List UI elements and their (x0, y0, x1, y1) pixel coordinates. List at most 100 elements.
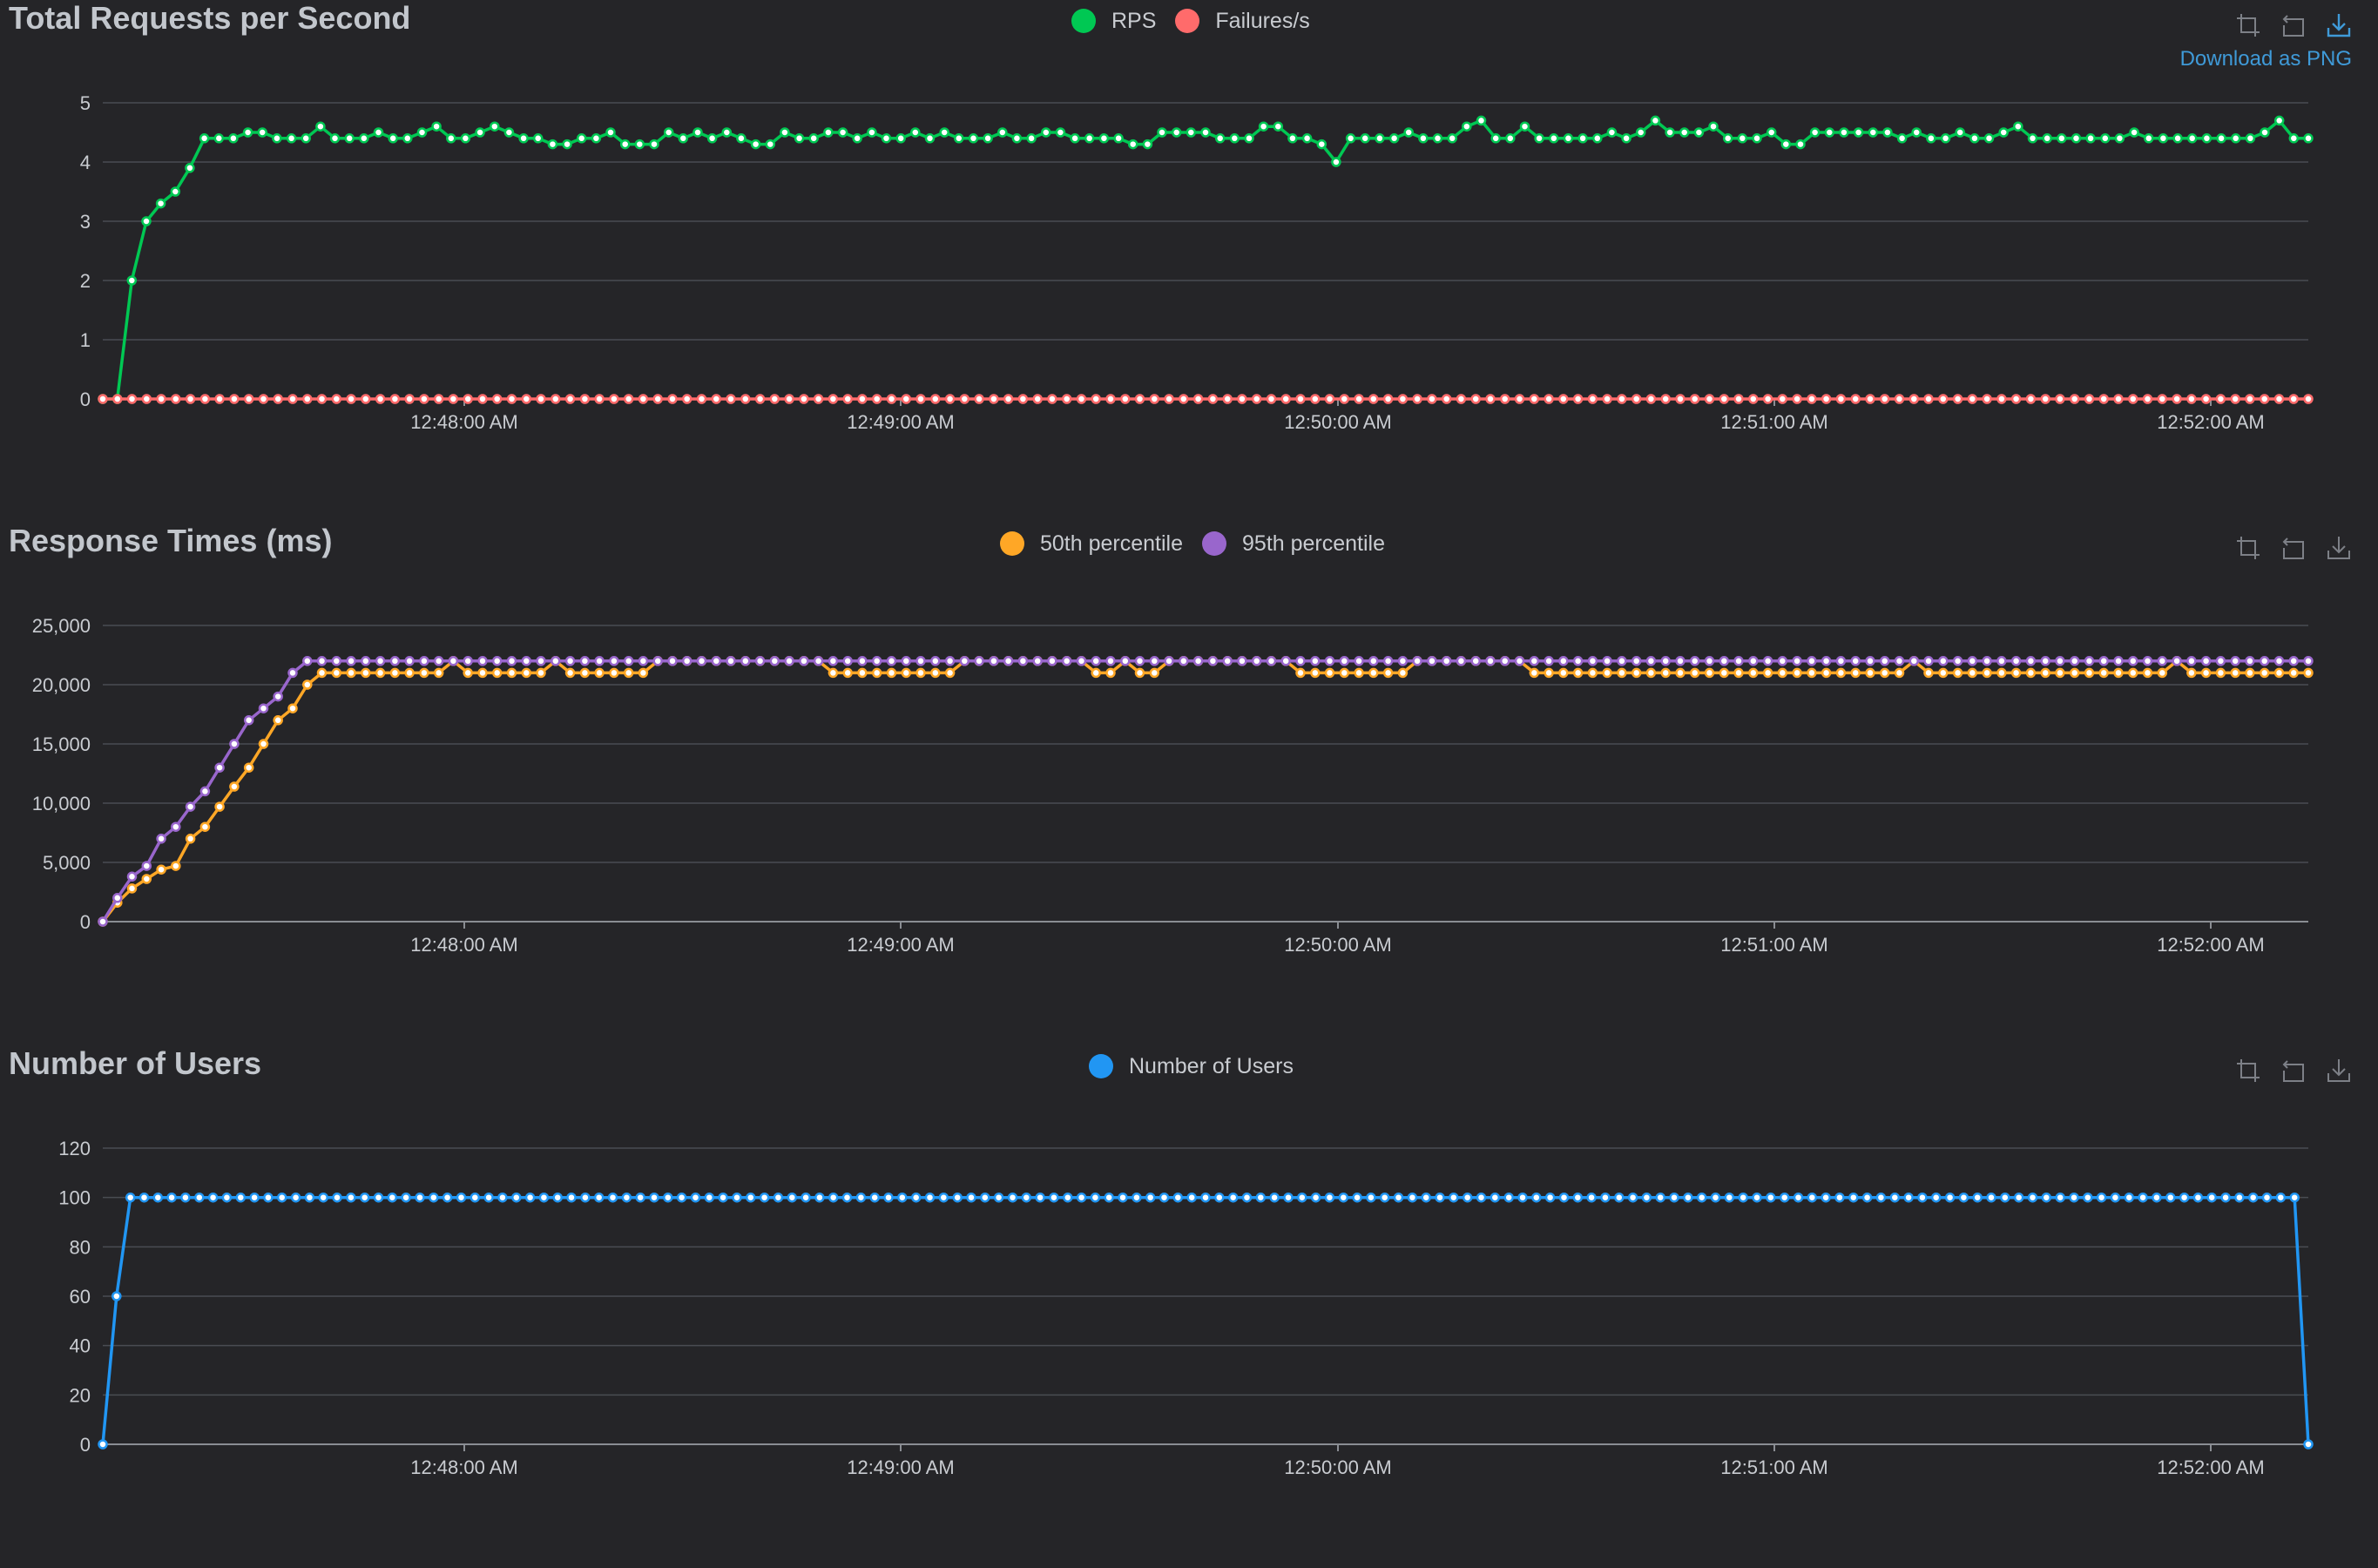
data-point[interactable] (2084, 656, 2095, 666)
data-point[interactable] (1032, 394, 1043, 404)
data-point[interactable] (2069, 667, 2080, 679)
data-point[interactable] (1251, 656, 1262, 666)
data-point[interactable] (1752, 1192, 1762, 1203)
data-point[interactable] (1120, 394, 1131, 404)
data-point[interactable] (867, 127, 877, 138)
data-point[interactable] (1982, 394, 1992, 404)
data-point[interactable] (446, 133, 456, 144)
data-point[interactable] (623, 656, 634, 666)
data-point[interactable] (301, 133, 311, 144)
data-point[interactable] (258, 394, 269, 404)
data-point[interactable] (1134, 656, 1145, 666)
data-point[interactable] (1301, 133, 1313, 144)
data-point[interactable] (1171, 127, 1182, 138)
data-point[interactable] (1621, 133, 1631, 144)
data-point[interactable] (924, 133, 936, 144)
data-point[interactable] (1352, 1192, 1362, 1203)
data-point[interactable] (959, 656, 970, 666)
data-point[interactable] (1655, 1192, 1665, 1203)
data-point[interactable] (1280, 656, 1291, 666)
data-point[interactable] (1689, 394, 1700, 404)
data-point[interactable] (1222, 394, 1233, 404)
data-point[interactable] (2273, 667, 2285, 679)
data-point[interactable] (1835, 667, 1847, 679)
data-point[interactable] (1704, 656, 1715, 666)
data-point[interactable] (1602, 656, 1612, 666)
data-point[interactable] (635, 1192, 645, 1203)
data-point[interactable] (2098, 394, 2109, 404)
data-point[interactable] (1091, 667, 1101, 679)
data-point[interactable] (2084, 394, 2095, 404)
data-point[interactable] (331, 394, 342, 404)
data-point[interactable] (1733, 656, 1744, 666)
data-point[interactable] (1345, 133, 1356, 144)
data-point[interactable] (954, 133, 964, 144)
data-point[interactable] (273, 691, 283, 702)
data-point[interactable] (1650, 115, 1661, 126)
data-point[interactable] (243, 394, 254, 404)
data-point[interactable] (388, 133, 398, 144)
data-point[interactable] (1295, 667, 1306, 679)
data-point[interactable] (1983, 133, 1995, 144)
data-point[interactable] (463, 656, 473, 666)
data-point[interactable] (638, 394, 649, 404)
data-point[interactable] (564, 394, 576, 404)
data-point[interactable] (1113, 133, 1124, 144)
data-point[interactable] (837, 127, 848, 138)
data-point[interactable] (1850, 667, 1861, 679)
data-point[interactable] (2288, 656, 2299, 666)
data-point[interactable] (1118, 1192, 1128, 1203)
data-point[interactable] (623, 667, 634, 679)
data-point[interactable] (1132, 1192, 1142, 1203)
data-point[interactable] (1017, 394, 1029, 404)
data-point[interactable] (2055, 656, 2065, 666)
data-point[interactable] (126, 275, 138, 286)
data-point[interactable] (754, 656, 766, 666)
data-point[interactable] (497, 1192, 508, 1203)
data-point[interactable] (1379, 1192, 1390, 1203)
data-point[interactable] (1280, 394, 1291, 404)
data-point[interactable] (1360, 133, 1370, 144)
data-point[interactable] (930, 656, 941, 666)
data-point[interactable] (171, 821, 181, 832)
data-point[interactable] (594, 667, 605, 679)
data-point[interactable] (286, 133, 297, 144)
data-point[interactable] (1882, 127, 1893, 138)
data-point[interactable] (1779, 1192, 1790, 1203)
data-point[interactable] (1587, 667, 1598, 679)
download-icon[interactable] (2326, 535, 2352, 561)
data-point[interactable] (331, 667, 342, 679)
data-point[interactable] (243, 762, 254, 773)
data-point[interactable] (477, 656, 488, 666)
data-point[interactable] (1003, 394, 1014, 404)
data-point[interactable] (185, 834, 196, 844)
data-point[interactable] (1996, 394, 2007, 404)
data-point[interactable] (1631, 667, 1642, 679)
data-point[interactable] (2069, 656, 2080, 666)
data-point[interactable] (1283, 1192, 1294, 1203)
data-point[interactable] (346, 1192, 356, 1203)
data-point[interactable] (1403, 127, 1414, 138)
data-point[interactable] (1432, 133, 1443, 144)
data-point[interactable] (2142, 656, 2153, 666)
data-point[interactable] (871, 394, 882, 404)
data-point[interactable] (506, 667, 517, 679)
data-point[interactable] (2200, 656, 2212, 666)
data-point[interactable] (886, 656, 897, 666)
data-point[interactable] (229, 739, 240, 749)
data-point[interactable] (2157, 667, 2168, 679)
data-point[interactable] (813, 656, 824, 666)
data-point[interactable] (901, 394, 912, 404)
data-point[interactable] (634, 139, 645, 150)
data-point[interactable] (1766, 127, 1777, 138)
data-point[interactable] (1894, 394, 1905, 404)
data-point[interactable] (1090, 1192, 1101, 1203)
data-point[interactable] (2040, 656, 2050, 666)
data-point[interactable] (721, 127, 733, 138)
data-point[interactable] (1157, 127, 1167, 138)
data-point[interactable] (98, 1439, 108, 1450)
data-point[interactable] (1696, 1192, 1707, 1203)
data-point[interactable] (1861, 1192, 1873, 1203)
data-point[interactable] (536, 656, 546, 666)
data-point[interactable] (1127, 139, 1138, 150)
